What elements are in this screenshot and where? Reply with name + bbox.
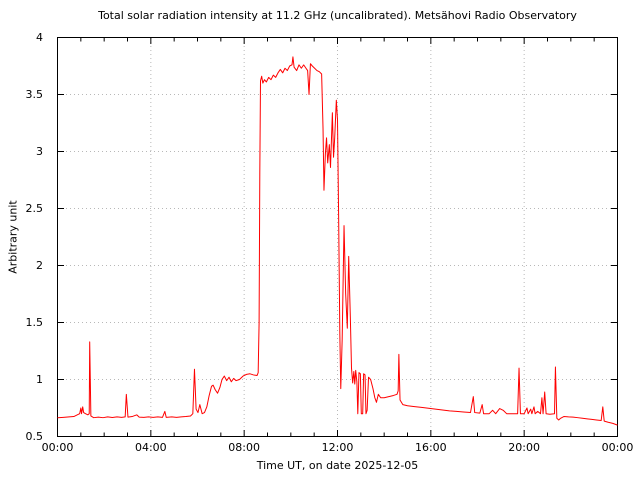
y-axis-tick-labels: 0.5 1 1.5 2 2.5 3 3.5 4 [0, 31, 50, 443]
y-tick-label: 2.5 [25, 201, 44, 215]
y-tick-label: 0.5 [25, 429, 44, 443]
y-tick-label: 4 [36, 30, 43, 44]
x-tick-label: 20:00 [508, 441, 540, 454]
x-tick-label: 16:00 [414, 441, 447, 454]
x-tick-label: 08:00 [228, 441, 260, 454]
plot-border [57, 37, 618, 437]
plot-area [57, 37, 618, 437]
x-tick-label: 00:00 [601, 441, 634, 454]
x-axis-label: Time UT, on date 2025-12-05 [256, 459, 419, 472]
data-series-line [57, 56, 618, 426]
chart-title: Total solar radiation intensity at 11.2 … [98, 9, 577, 22]
x-tick-label: 04:00 [134, 441, 167, 454]
x-tick-label: 00:00 [41, 441, 74, 454]
y-tick-label: 3.5 [25, 87, 44, 101]
x-tick-label: 12:00 [321, 441, 354, 454]
y-tick-label: 1 [36, 372, 43, 386]
y-tick-label: 1.5 [25, 315, 44, 329]
x-axis-tick-labels: 00:00 04:00 08:00 12:00 16:00 20:00 00:00 [42, 441, 634, 457]
y-tick-label: 2 [36, 258, 43, 272]
y-tick-label: 3 [36, 144, 43, 158]
